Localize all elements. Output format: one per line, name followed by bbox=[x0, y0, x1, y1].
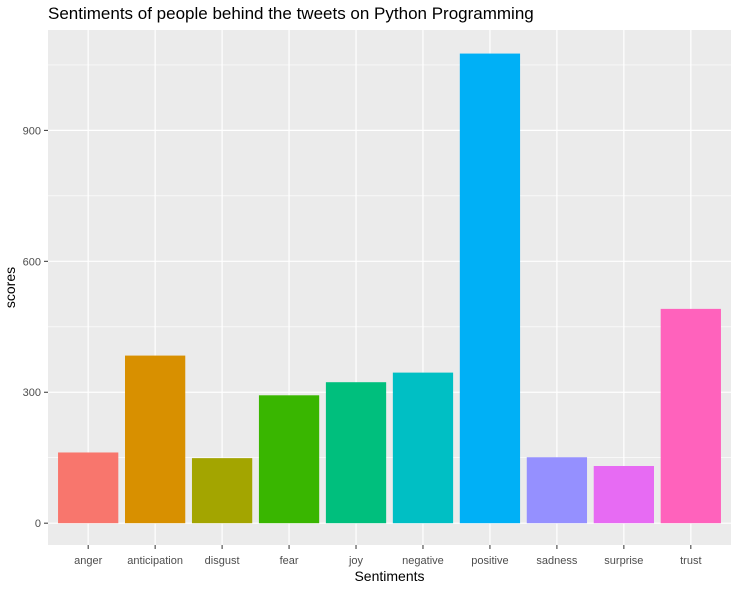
x-axis: anger anticipation disgust fear joy negative p… bbox=[74, 545, 702, 567]
bars-group bbox=[58, 53, 721, 524]
y-axis: 0 300 600 900 bbox=[23, 125, 48, 530]
y-tick-label: 600 bbox=[23, 256, 41, 268]
bar-negative bbox=[392, 372, 454, 524]
x-tick-label: anticipation bbox=[127, 555, 183, 567]
x-tick-label: sadness bbox=[536, 555, 577, 567]
x-tick-label: fear bbox=[280, 555, 299, 567]
bar-sadness bbox=[526, 457, 588, 524]
chart-title: Sentiments of people behind the tweets o… bbox=[48, 4, 534, 23]
x-tick-label: positive bbox=[471, 555, 508, 567]
x-tick-label: trust bbox=[680, 555, 701, 567]
y-tick-label: 0 bbox=[35, 518, 41, 530]
x-tick-label: surprise bbox=[604, 555, 643, 567]
bar-disgust bbox=[191, 458, 253, 524]
bar-joy bbox=[325, 382, 387, 524]
bar-anger bbox=[58, 452, 119, 524]
bar-trust bbox=[660, 308, 721, 524]
x-tick-label: negative bbox=[402, 555, 444, 567]
bar-surprise bbox=[593, 466, 654, 524]
x-tick-label: anger bbox=[74, 555, 102, 567]
y-tick-label: 300 bbox=[23, 387, 41, 399]
x-tick-label: joy bbox=[348, 555, 364, 567]
bar-fear bbox=[258, 395, 320, 524]
y-tick-label: 900 bbox=[23, 125, 41, 137]
bar-anticipation bbox=[125, 355, 186, 524]
x-tick-label: disgust bbox=[205, 555, 240, 567]
bar-positive bbox=[459, 53, 521, 524]
x-axis-title: Sentiments bbox=[354, 568, 424, 584]
y-axis-title: scores bbox=[2, 267, 18, 308]
